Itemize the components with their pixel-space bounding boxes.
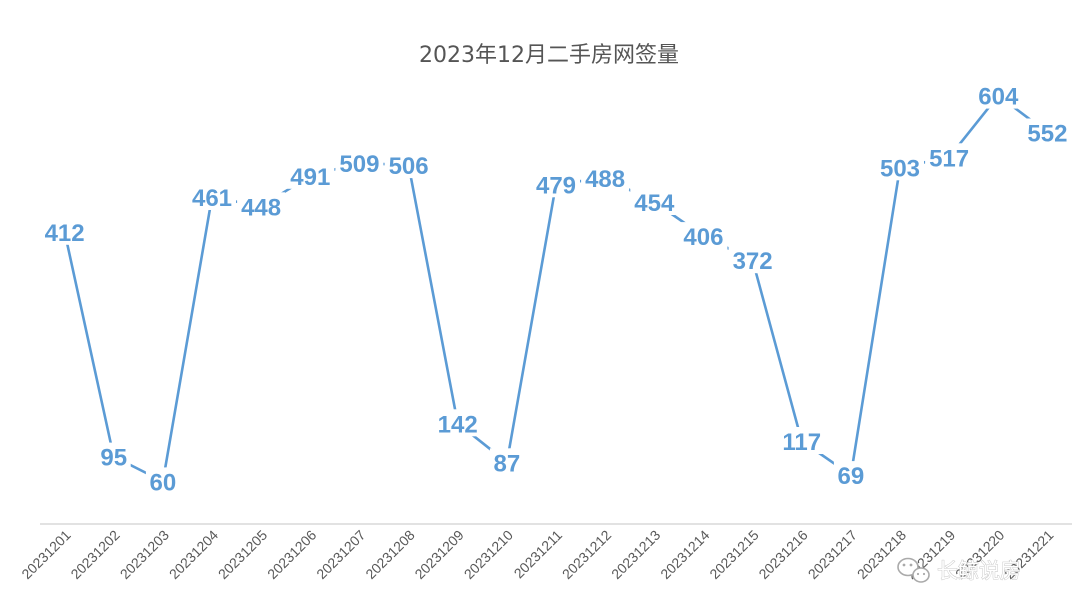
watermark-text: 长鲸说房 — [937, 559, 1021, 583]
data-label: 503 — [880, 155, 920, 182]
data-label-background — [40, 217, 89, 245]
x-tick-label: 20231215 — [706, 527, 762, 583]
data-label: 87 — [494, 450, 521, 477]
data-label-background — [1023, 118, 1072, 146]
data-label: 509 — [339, 151, 379, 178]
data-label: 552 — [1027, 121, 1067, 148]
series-group — [63, 94, 1049, 483]
chart-title: 2023年12月二手房网签量 — [419, 43, 679, 68]
data-label: 488 — [585, 166, 625, 193]
data-label: 491 — [290, 164, 330, 191]
data-label-background — [679, 222, 728, 250]
x-tick-label: 20231204 — [166, 527, 222, 583]
wechat-icon — [897, 557, 930, 583]
data-label-background — [237, 192, 286, 220]
data-label-background — [188, 183, 236, 210]
data-label: 60 — [150, 469, 177, 496]
data-label-background — [974, 81, 1023, 109]
data-label: 406 — [683, 224, 723, 251]
data-label-background — [96, 442, 131, 470]
x-tick-label: 20231217 — [805, 527, 861, 583]
x-tick-label: 20231202 — [67, 527, 123, 583]
data-label-background — [489, 448, 524, 476]
data-label-background — [876, 153, 924, 181]
data-label: 117 — [782, 429, 821, 456]
x-tick-label: 20231203 — [117, 527, 173, 583]
x-tick-label: 20231216 — [755, 527, 811, 583]
x-tick-label: 20231207 — [313, 527, 369, 583]
data-label: 461 — [192, 185, 232, 212]
data-label: 372 — [733, 248, 773, 275]
data-label-background — [532, 170, 580, 198]
data-label: 479 — [536, 172, 576, 199]
data-labels-group: 412 95 60 461 448 491 509 506 142 87 479 488 454 406 3… — [40, 81, 1072, 496]
watermark: 长鲸说房 — [897, 557, 1021, 583]
x-tick-label: 20231205 — [215, 527, 271, 583]
data-label: 506 — [389, 153, 429, 180]
x-tick-label: 20231211 — [510, 527, 565, 582]
data-label-background — [925, 143, 974, 171]
data-label: 69 — [838, 463, 865, 490]
data-label-background — [728, 246, 777, 274]
data-label-background — [777, 427, 826, 454]
data-label-background — [286, 161, 335, 189]
x-tick-label: 20231212 — [559, 527, 615, 583]
data-label-background — [384, 151, 433, 179]
data-label-background — [335, 149, 384, 176]
data-label: 142 — [438, 411, 478, 438]
x-tick-label: 20231209 — [411, 527, 467, 583]
x-tick-label: 20231210 — [461, 527, 517, 583]
data-label-background — [630, 188, 679, 215]
data-label: 448 — [241, 194, 281, 221]
data-label-background — [145, 467, 180, 495]
x-tick-label: 20231214 — [657, 527, 713, 583]
data-label: 454 — [634, 190, 675, 217]
x-tick-label: 20231213 — [608, 527, 664, 583]
data-label-background — [581, 163, 630, 191]
x-tick-label: 20231206 — [264, 527, 320, 583]
data-label-background — [433, 409, 482, 437]
data-label: 517 — [929, 145, 969, 172]
data-label: 412 — [45, 220, 85, 247]
x-tick-label: 20231201 — [18, 527, 74, 583]
data-label-background — [833, 461, 868, 489]
data-label: 95 — [100, 445, 127, 472]
x-tick-label: 20231208 — [362, 527, 418, 583]
data-label: 604 — [978, 84, 1019, 111]
